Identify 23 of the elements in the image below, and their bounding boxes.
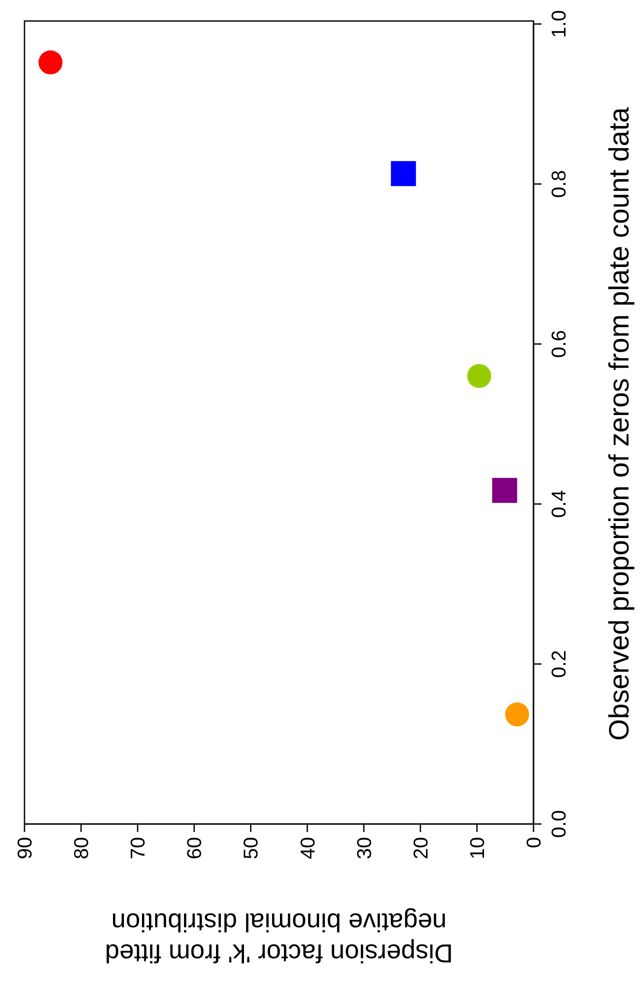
y-tick-label: 1.0 [548,10,570,38]
y-tick-label: 0.0 [548,810,570,838]
x-axis-title: Dispersion factor 'k' from fitted negative binomial distribution [104,907,454,969]
y-tick-label: 0.2 [548,650,570,678]
x-tick-label: 70 [128,837,150,860]
y-tick-label: 0.4 [548,490,570,518]
point [38,50,63,74]
x-tick-label: 80 [71,837,94,860]
x-tick-label: 50 [240,837,263,860]
x-tick-label: 60 [184,837,206,860]
y-tick-label: 0.8 [548,170,570,198]
x-tick-label: 10 [466,837,489,860]
y-axis-title: Observed proportion of zeros from plate count data [604,106,634,741]
point [505,702,530,726]
x-tick-label: 30 [354,837,376,860]
point [492,478,518,503]
point [467,364,492,388]
point [390,161,416,186]
x-tick-label: 20 [410,837,432,860]
y-tick-label: 0.6 [548,330,570,358]
x-tick-label: 40 [297,837,320,860]
x-tick-label: 90 [14,837,36,860]
x-tick-label: 0 [524,837,546,848]
